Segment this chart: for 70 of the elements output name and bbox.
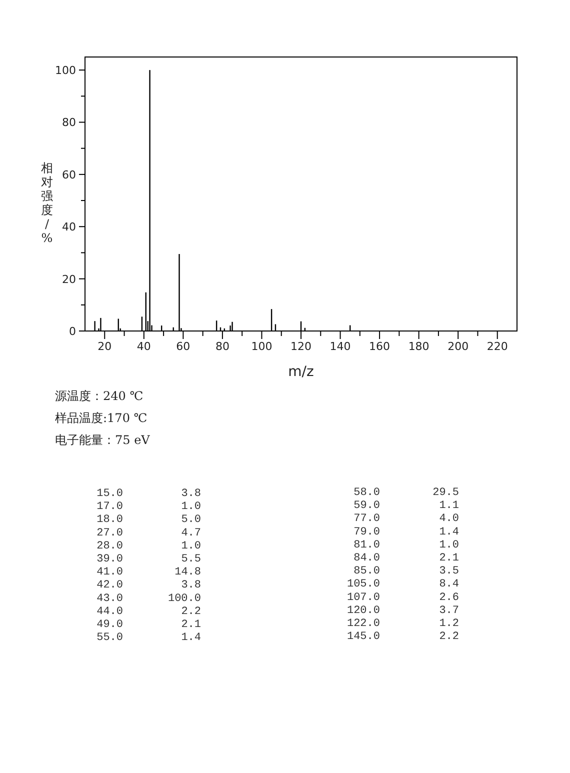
text: 58.0 [354, 487, 380, 499]
y-tick-label: 80 [62, 116, 76, 130]
text: 1.4 [439, 526, 460, 538]
text: 39.0 [96, 554, 123, 566]
text: 55.0 [96, 632, 123, 644]
text: 3.7 [439, 604, 459, 617]
x-tick-label: 60 [176, 340, 190, 353]
text: 81.0 [354, 539, 380, 552]
text: 2.1 [181, 619, 202, 631]
text: 4.7 [181, 527, 201, 540]
y-tick-label: 20 [62, 272, 76, 286]
text: 145.0 [346, 631, 380, 644]
text: 1.1 [439, 500, 460, 512]
text: 28.0 [96, 540, 123, 552]
text: 1.4 [181, 632, 202, 644]
text: 79.0 [354, 526, 380, 538]
text: 100.0 [168, 592, 201, 605]
text: 2.2 [181, 606, 201, 618]
x-tick-label: 100 [251, 340, 272, 353]
text: 8.4 [439, 578, 460, 591]
text: 17.0 [96, 501, 123, 514]
text: 1.0 [181, 501, 201, 514]
text: 15.0 [96, 488, 123, 500]
x-tick-label: 120 [290, 340, 312, 353]
text: 120.0 [346, 604, 380, 617]
text: 2.1 [439, 552, 460, 564]
text: 107.0 [346, 592, 380, 604]
text: 85.0 [354, 566, 380, 578]
x-tick-label: 20 [98, 340, 112, 353]
x-axis-title: m/z [288, 364, 314, 380]
text: 14.8 [174, 566, 201, 579]
text: 49.0 [96, 619, 123, 631]
text: 42.0 [96, 580, 123, 592]
x-tick-label: 200 [448, 340, 469, 353]
x-tick-label: 140 [330, 340, 351, 353]
x-tick-label: 40 [136, 340, 151, 353]
text: 2.6 [439, 592, 459, 604]
text: 2.2 [439, 631, 459, 644]
text: 3.8 [181, 488, 201, 500]
y-tick-label: 40 [62, 220, 76, 234]
text: 77.0 [354, 513, 380, 526]
text: 18.0 [96, 514, 123, 526]
x-tick-label: 80 [215, 340, 230, 353]
y-tick-label: 100 [55, 64, 76, 78]
text: 105.0 [346, 578, 380, 591]
text: 3.8 [181, 580, 201, 592]
y-tick-label: 0 [69, 325, 76, 338]
text: 44.0 [96, 606, 123, 618]
text: 59.0 [354, 500, 380, 512]
text: 84.0 [354, 552, 380, 564]
text: 电子能量：75 eV [55, 433, 150, 447]
x-tick-label: 220 [486, 340, 508, 353]
text: 3.5 [439, 566, 459, 578]
text: 27.0 [96, 527, 123, 540]
text: 41.0 [96, 566, 123, 579]
text: 1.0 [439, 539, 459, 552]
text: 4.0 [439, 513, 459, 526]
y-axis-title: 相对强度/% [41, 161, 53, 245]
text: 1.0 [181, 540, 201, 552]
text: 样品温度:170 ℃ [55, 411, 148, 425]
text: 5.5 [181, 554, 201, 566]
text: 1.2 [439, 618, 459, 630]
text: 29.5 [432, 487, 459, 499]
text: 43.0 [96, 592, 123, 605]
y-tick-label: 60 [62, 168, 76, 182]
text: 5.0 [181, 514, 201, 526]
text: 122.0 [346, 618, 380, 630]
x-tick-label: 180 [408, 340, 430, 353]
text: 源温度：240 ℃ [55, 389, 144, 403]
x-tick-label: 160 [369, 340, 390, 353]
